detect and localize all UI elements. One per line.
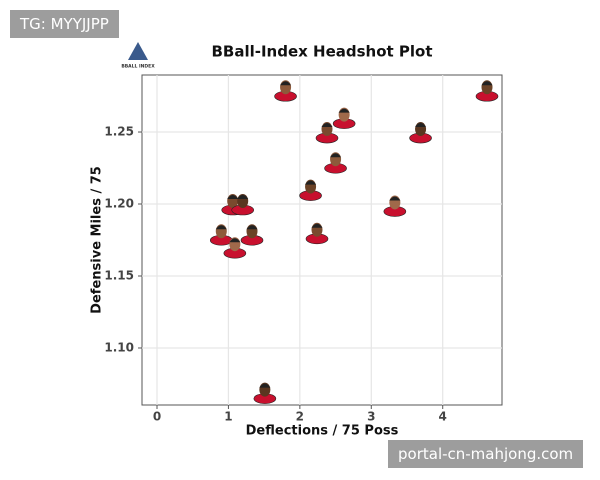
hair [311,223,323,228]
hair [305,180,317,185]
headshot-point [223,237,247,259]
x-tick-label: 2 [296,410,304,424]
hair [246,225,258,230]
headshot-point [240,224,264,246]
hair [227,195,239,200]
headshot-point [209,224,233,246]
headshot-point [409,122,432,144]
logo-icon [128,42,148,60]
x-tick-label: 4 [439,410,447,424]
headshot-point [475,80,499,102]
y-axis-label: Defensive Miles / 75 [90,166,105,314]
x-tick-label: 3 [367,410,375,424]
hair [280,81,292,86]
headshot-point [231,194,255,216]
x-axis-label: Deflections / 75 Poss [246,424,399,439]
logo-text: BBALL INDEX [121,64,155,70]
hair [229,238,241,243]
watermark: portal-cn-mahjong.com [388,440,584,468]
hair [259,383,271,388]
headshot-point [253,382,277,404]
headshot-point [315,122,339,144]
x-tick-label: 1 [224,410,232,424]
y-tick-label: 1.10 [104,340,134,354]
hair [389,196,401,201]
x-tick-label: 0 [153,410,161,424]
watermark: TG: MYYJJPP [10,10,119,38]
logo: BBALL INDEX [121,42,155,70]
hair [321,123,333,128]
hair [237,195,249,200]
y-tick-label: 1.25 [104,125,134,139]
headshot-point [383,195,407,217]
hair [215,225,227,230]
y-tick-label: 1.20 [104,197,134,211]
hair [330,153,342,158]
headshot-point [274,80,297,102]
headshot-point [332,107,356,129]
hair [338,108,350,113]
hair [481,81,493,86]
chart-title: BBall-Index Headshot Plot [211,43,432,61]
headshot-point [305,222,329,245]
headshot-point [299,179,322,201]
hair [415,123,427,128]
headshot-point [324,152,347,174]
y-tick-label: 1.15 [104,268,134,282]
grid [142,75,502,405]
